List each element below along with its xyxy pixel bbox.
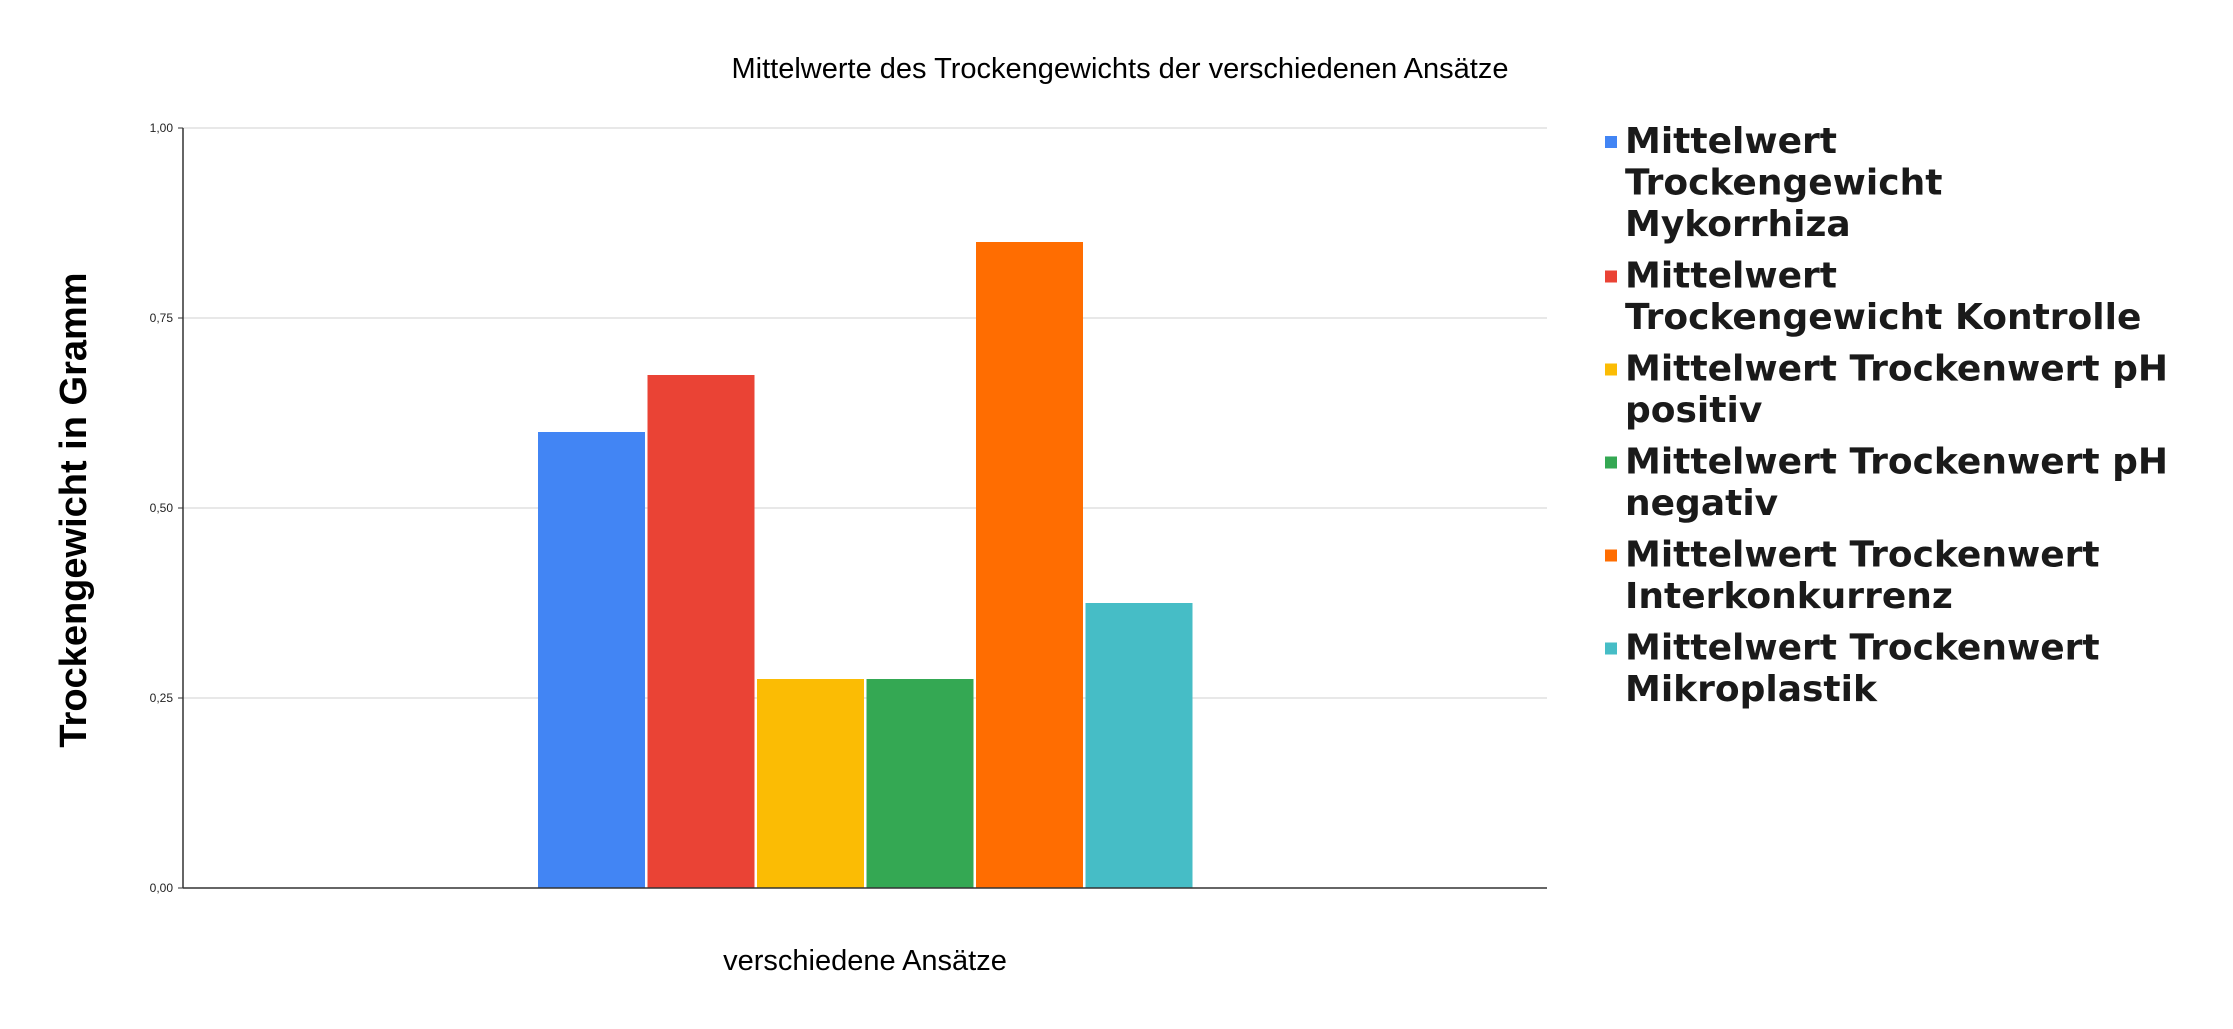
legend-label: Mikroplastik: [1625, 669, 1878, 710]
y-tick-label: 1,00: [150, 121, 174, 135]
legend-swatch: [1605, 270, 1617, 283]
legend-swatch: [1605, 642, 1617, 655]
legend-swatch: [1605, 363, 1617, 376]
legend-label: Mittelwert Trockenwert pH: [1625, 349, 2168, 390]
bar: [976, 242, 1083, 888]
grid-lines: [183, 127, 1547, 699]
y-tick-label: 0,75: [150, 311, 174, 325]
legend-label: Mittelwert: [1625, 121, 1837, 162]
bar: [538, 432, 645, 888]
x-axis-title: verschiedene Ansätze: [723, 945, 1007, 977]
y-tick-label: 0,00: [150, 881, 174, 895]
legend-label: Mykorrhiza: [1625, 204, 1851, 245]
axes: [182, 128, 1547, 889]
bar: [757, 679, 864, 888]
legend-label: Interkonkurrenz: [1625, 576, 1953, 617]
legend-label: positiv: [1625, 390, 1762, 431]
legend-swatch: [1605, 549, 1617, 562]
y-axis-title: Trockengewicht in Gramm: [53, 272, 95, 747]
legend-label: Mittelwert Trockenwert: [1625, 535, 2100, 576]
legend-swatch: [1605, 136, 1617, 148]
legend-swatch: [1605, 456, 1617, 469]
bar: [1085, 603, 1193, 888]
legend-label: Trockengewicht Kontrolle: [1625, 297, 2141, 338]
legend-label: Mittelwert Trockenwert: [1625, 628, 2100, 669]
bar: [647, 375, 755, 888]
y-tick-label: 0,25: [150, 691, 174, 705]
y-axis-ticks: 0,00 0,25 0,50 0,75 1,00: [150, 121, 183, 895]
legend-label: Mittelwert Trockenwert pH: [1625, 442, 2168, 483]
legend-label: negativ: [1625, 483, 1778, 524]
legend: MittelwertTrockengewichtMykorrhizaMittel…: [1605, 121, 2168, 710]
y-tick-label: 0,50: [150, 501, 174, 515]
bars: [538, 242, 1193, 888]
chart-title: Mittelwerte des Trockengewichts der vers…: [732, 53, 1509, 85]
bar: [866, 679, 974, 888]
legend-label: Mittelwert: [1625, 256, 1837, 297]
legend-label: Trockengewicht: [1625, 163, 1942, 204]
